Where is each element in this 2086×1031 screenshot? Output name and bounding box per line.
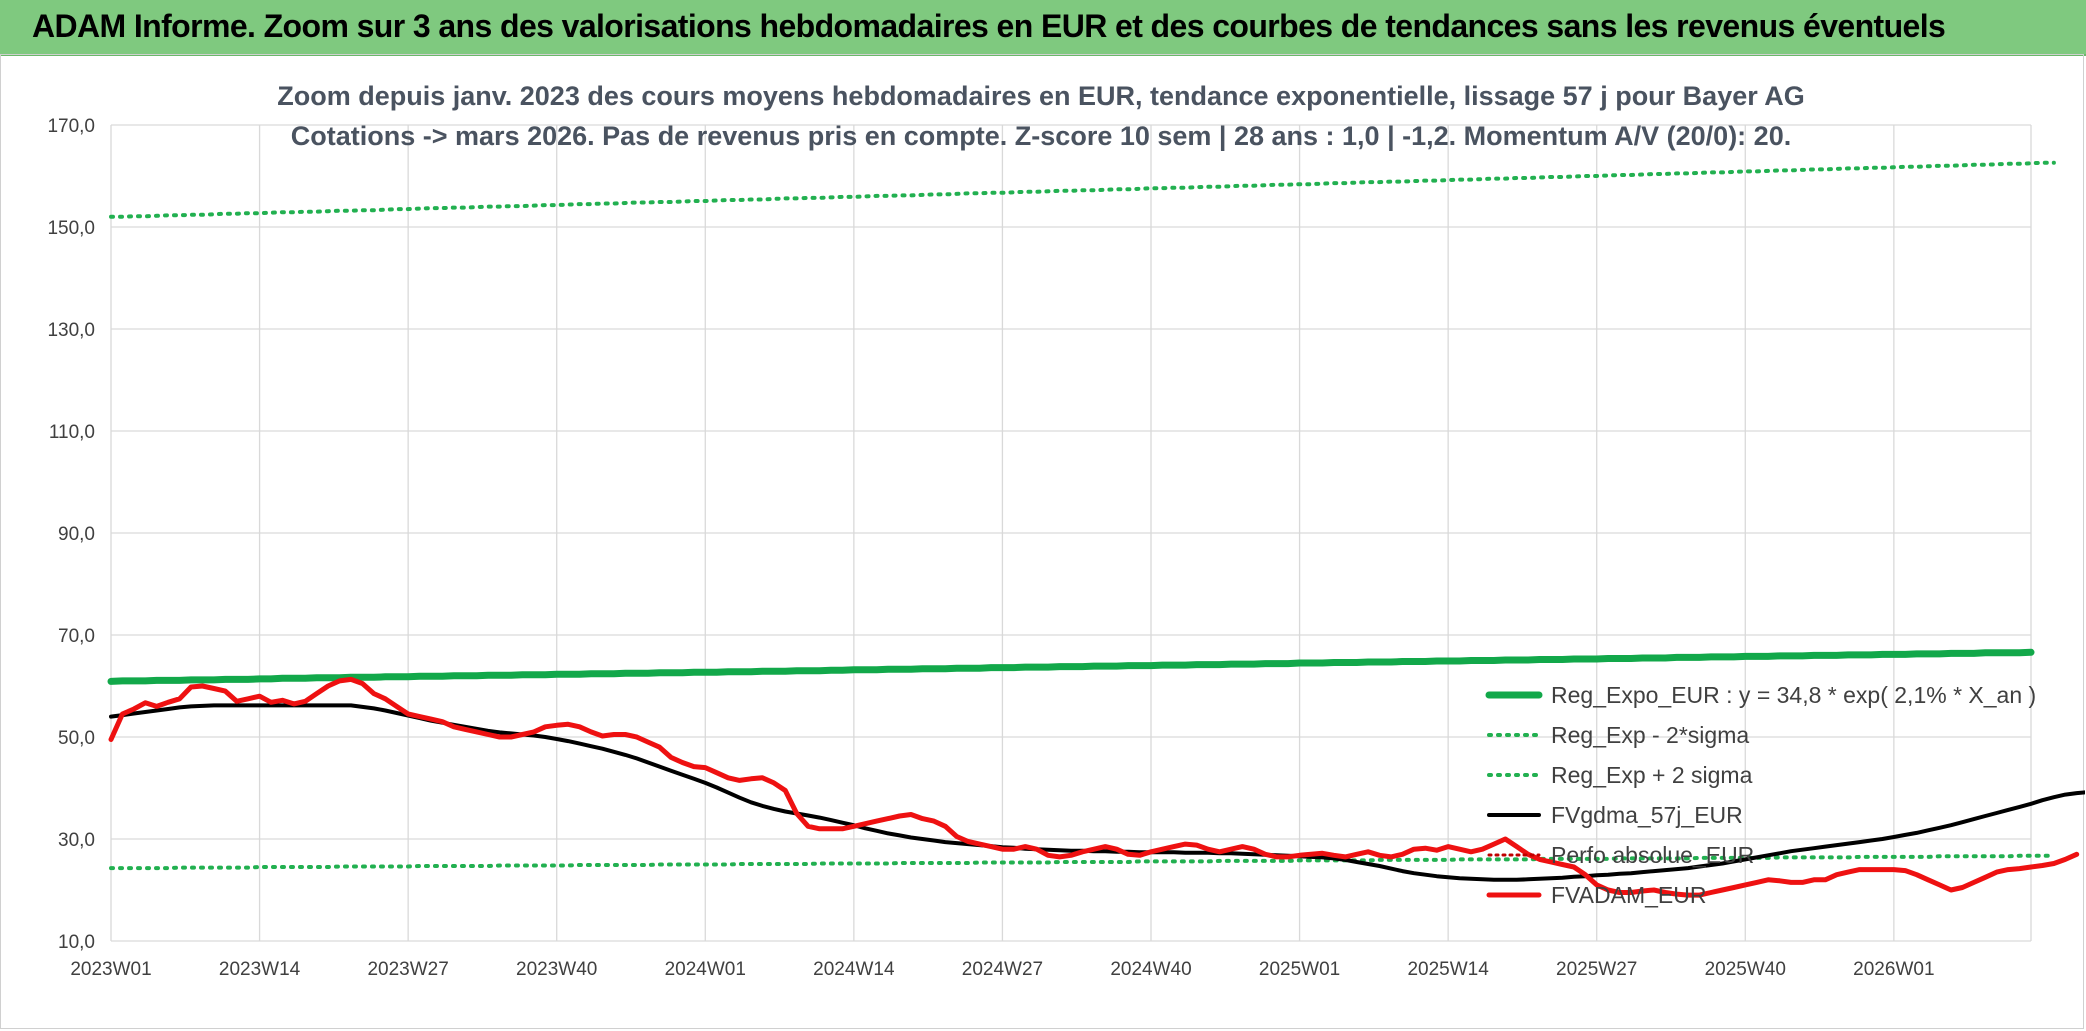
x-tick-label: 2024W27 — [962, 959, 1043, 980]
chart-title-line2: Cotations -> mars 2026. Pas de revenus p… — [291, 121, 1791, 151]
chart-area: 10,0 30,0 50,0 70,0 90,0 110,0 130,0 150,0 170,0… — [0, 54, 2085, 1029]
y-tick-label: 10,0 — [58, 932, 95, 953]
line-chart: 10,0 30,0 50,0 70,0 90,0 110,0 130,0 150,0 170,0… — [47, 81, 2085, 980]
series-line-sigma-high — [109, 160, 2056, 219]
chart-grid — [110, 124, 2032, 942]
x-tick-label: 2023W01 — [70, 959, 151, 980]
legend-label-fvadam: FVADAM_EUR — [1551, 882, 1707, 908]
series-line-fvgdma — [109, 703, 2085, 882]
chart-title-line1: Zoom depuis janv. 2023 des cours moyens … — [277, 81, 1805, 111]
x-tick-label: 2024W40 — [1110, 959, 1191, 980]
y-tick-label: 150,0 — [47, 218, 95, 239]
series-line-sigma-low — [109, 853, 2056, 871]
legend-label-sigma-high: Reg_Exp + 2 sigma — [1551, 762, 1753, 788]
x-tick-label: 2025W01 — [1259, 959, 1340, 980]
x-tick-label: 2025W27 — [1556, 959, 1637, 980]
legend-label-fvgdma: FVgdma_57j_EUR — [1551, 802, 1743, 828]
chart-axes: 10,0 30,0 50,0 70,0 90,0 110,0 130,0 150,0 170,0… — [47, 116, 1934, 980]
y-tick-label: 130,0 — [47, 320, 95, 341]
x-tick-label: 2023W40 — [516, 959, 597, 980]
x-tick-label: 2024W01 — [665, 959, 746, 980]
y-tick-label: 90,0 — [58, 524, 95, 545]
chart-series — [107, 160, 2085, 898]
x-tick-label: 2023W14 — [219, 959, 301, 980]
x-tick-label: 2024W14 — [813, 959, 895, 980]
x-tick-label: 2025W14 — [1407, 959, 1489, 980]
x-tick-label: 2023W27 — [367, 959, 448, 980]
y-tick-label: 170,0 — [47, 116, 95, 137]
series-line-fvadam — [108, 676, 2080, 898]
legend-label-perfo: Perfo absolue_EUR — [1551, 842, 1754, 868]
report-banner: ADAM Informe. Zoom sur 3 ans des valoris… — [0, 0, 2086, 56]
x-tick-label: 2026W01 — [1853, 959, 1934, 980]
y-tick-label: 50,0 — [58, 728, 95, 749]
x-tick-label: 2025W40 — [1705, 959, 1786, 980]
y-tick-label: 110,0 — [49, 422, 95, 443]
y-tick-label: 70,0 — [58, 626, 95, 647]
legend-label-sigma-low: Reg_Exp - 2*sigma — [1551, 722, 1749, 748]
banner-title: ADAM Informe. Zoom sur 3 ans des valoris… — [32, 8, 1946, 44]
y-tick-label: 30,0 — [58, 830, 95, 851]
chart-legend: Reg_Expo_EUR : y = 34,8 * exp( 2,1% * X_… — [1485, 682, 2036, 908]
legend-label-reg-expo: Reg_Expo_EUR : y = 34,8 * exp( 2,1% * X_… — [1551, 682, 2036, 708]
series-line-reg-expo — [107, 648, 2035, 685]
